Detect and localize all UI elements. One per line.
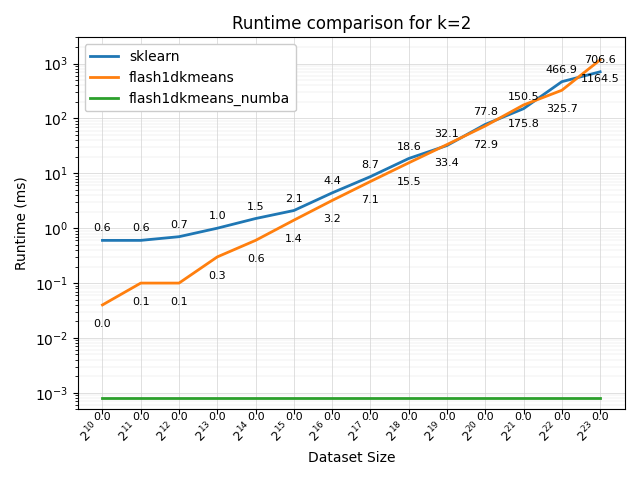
Text: 72.9: 72.9 bbox=[473, 140, 498, 150]
sklearn bbox=[520, 106, 527, 111]
Text: 2.1: 2.1 bbox=[285, 193, 303, 204]
sklearn bbox=[137, 238, 145, 243]
Text: 1.4: 1.4 bbox=[285, 234, 303, 244]
flash1dkmeans_numba bbox=[367, 396, 374, 401]
flash1dkmeans bbox=[252, 238, 259, 243]
Text: 150.5: 150.5 bbox=[508, 92, 540, 102]
flash1dkmeans_numba bbox=[175, 396, 183, 401]
sklearn bbox=[596, 69, 604, 75]
sklearn bbox=[367, 174, 374, 180]
flash1dkmeans_numba bbox=[443, 396, 451, 401]
sklearn bbox=[252, 216, 259, 221]
flash1dkmeans bbox=[328, 198, 336, 204]
flash1dkmeans_numba bbox=[137, 396, 145, 401]
Text: 466.9: 466.9 bbox=[546, 65, 578, 75]
flash1dkmeans bbox=[290, 217, 298, 223]
Text: 0.0: 0.0 bbox=[438, 412, 456, 422]
Text: 0.0: 0.0 bbox=[515, 412, 532, 422]
flash1dkmeans_numba bbox=[405, 396, 413, 401]
Text: 4.4: 4.4 bbox=[323, 176, 341, 186]
Text: 7.1: 7.1 bbox=[362, 195, 380, 205]
Text: 0.0: 0.0 bbox=[132, 412, 150, 422]
Text: 77.8: 77.8 bbox=[473, 108, 498, 118]
flash1dkmeans bbox=[99, 302, 106, 308]
Text: 15.5: 15.5 bbox=[396, 177, 421, 187]
Text: 0.0: 0.0 bbox=[285, 412, 303, 422]
Y-axis label: Runtime (ms): Runtime (ms) bbox=[15, 177, 29, 270]
Line: sklearn: sklearn bbox=[102, 72, 600, 240]
Line: flash1dkmeans: flash1dkmeans bbox=[102, 60, 600, 305]
Text: 0.6: 0.6 bbox=[247, 254, 264, 264]
Text: 0.0: 0.0 bbox=[323, 412, 341, 422]
Text: 0.0: 0.0 bbox=[93, 319, 111, 329]
Text: 1.5: 1.5 bbox=[247, 202, 264, 212]
Text: 18.6: 18.6 bbox=[396, 142, 421, 152]
X-axis label: Dataset Size: Dataset Size bbox=[308, 451, 395, 465]
flash1dkmeans_numba bbox=[481, 396, 489, 401]
Text: 0.7: 0.7 bbox=[170, 220, 188, 230]
sklearn bbox=[328, 190, 336, 196]
Text: 32.1: 32.1 bbox=[435, 129, 460, 139]
Text: 0.0: 0.0 bbox=[209, 412, 226, 422]
flash1dkmeans_numba bbox=[596, 396, 604, 401]
Text: 1.0: 1.0 bbox=[209, 211, 226, 221]
flash1dkmeans_numba bbox=[252, 396, 259, 401]
flash1dkmeans_numba bbox=[290, 396, 298, 401]
flash1dkmeans_numba bbox=[99, 396, 106, 401]
sklearn bbox=[99, 238, 106, 243]
Legend: sklearn, flash1dkmeans, flash1dkmeans_numba: sklearn, flash1dkmeans, flash1dkmeans_nu… bbox=[84, 44, 296, 111]
flash1dkmeans_numba bbox=[520, 396, 527, 401]
Text: 0.0: 0.0 bbox=[591, 412, 609, 422]
sklearn bbox=[558, 79, 566, 84]
Title: Runtime comparison for k=2: Runtime comparison for k=2 bbox=[232, 15, 471, 33]
Text: 0.0: 0.0 bbox=[553, 412, 571, 422]
Text: 0.6: 0.6 bbox=[132, 223, 150, 233]
Text: 33.4: 33.4 bbox=[435, 158, 460, 168]
flash1dkmeans bbox=[558, 87, 566, 93]
flash1dkmeans_numba bbox=[558, 396, 566, 401]
Text: 1164.5: 1164.5 bbox=[580, 74, 620, 84]
flash1dkmeans_numba bbox=[214, 396, 221, 401]
flash1dkmeans bbox=[137, 280, 145, 286]
flash1dkmeans bbox=[520, 102, 527, 108]
sklearn bbox=[443, 143, 451, 148]
flash1dkmeans bbox=[481, 123, 489, 129]
sklearn bbox=[481, 121, 489, 127]
Text: 0.1: 0.1 bbox=[170, 297, 188, 307]
Text: 325.7: 325.7 bbox=[546, 104, 578, 114]
Text: 0.0: 0.0 bbox=[476, 412, 494, 422]
Text: 0.1: 0.1 bbox=[132, 297, 150, 307]
Text: 706.6: 706.6 bbox=[584, 55, 616, 65]
Text: 0.0: 0.0 bbox=[362, 412, 380, 422]
Text: 8.7: 8.7 bbox=[362, 160, 380, 169]
Text: 0.0: 0.0 bbox=[247, 412, 264, 422]
flash1dkmeans bbox=[443, 142, 451, 147]
flash1dkmeans bbox=[367, 179, 374, 184]
flash1dkmeans bbox=[596, 57, 604, 63]
Text: 0.0: 0.0 bbox=[93, 412, 111, 422]
Text: 3.2: 3.2 bbox=[323, 215, 341, 224]
Text: 0.0: 0.0 bbox=[170, 412, 188, 422]
Text: 0.3: 0.3 bbox=[209, 271, 226, 281]
flash1dkmeans bbox=[175, 280, 183, 286]
sklearn bbox=[405, 156, 413, 161]
flash1dkmeans_numba bbox=[328, 396, 336, 401]
flash1dkmeans bbox=[405, 160, 413, 166]
Text: 0.0: 0.0 bbox=[400, 412, 417, 422]
flash1dkmeans bbox=[214, 254, 221, 260]
Text: 175.8: 175.8 bbox=[508, 119, 540, 129]
sklearn bbox=[175, 234, 183, 240]
Text: 0.6: 0.6 bbox=[93, 223, 111, 233]
sklearn bbox=[214, 225, 221, 231]
sklearn bbox=[290, 208, 298, 214]
